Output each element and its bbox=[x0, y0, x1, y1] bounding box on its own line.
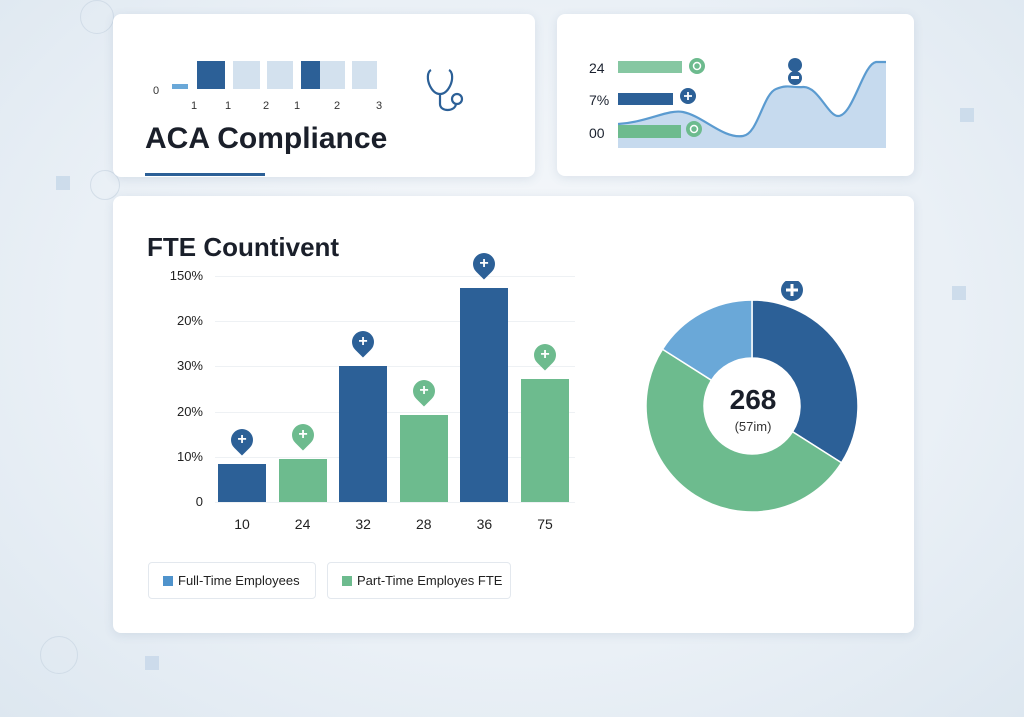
x-tick-label: 32 bbox=[355, 516, 371, 532]
legend-label: Full-Time Employees bbox=[178, 573, 300, 588]
legend-label: Part-Time Employes FTE bbox=[357, 573, 503, 588]
legend-part-time[interactable]: Part-Time Employes FTE bbox=[327, 562, 511, 599]
x-tick-label: 75 bbox=[537, 516, 553, 532]
mini-chart-x-tick: 1 bbox=[191, 100, 198, 112]
mini-bar bbox=[197, 61, 225, 89]
stethoscope-icon: + bbox=[287, 419, 319, 451]
bar-chart: 0 10% 20% 30% 20% 150% +10 +24 +32 +28 +36 +75 bbox=[113, 196, 713, 556]
gridline bbox=[215, 411, 575, 413]
area-chart bbox=[618, 58, 886, 148]
y-tick-label: 30% bbox=[176, 358, 203, 374]
gridline bbox=[215, 321, 575, 323]
y-tick-label: 20% bbox=[176, 403, 203, 419]
x-tick-label: 10 bbox=[234, 516, 250, 532]
title-underline bbox=[145, 173, 265, 176]
row-bar bbox=[618, 61, 682, 73]
mini-bar bbox=[320, 61, 345, 89]
gridline bbox=[215, 502, 575, 503]
mini-bar bbox=[233, 61, 260, 89]
row-label: 00 bbox=[589, 125, 605, 141]
row-bar bbox=[618, 125, 681, 138]
plus-shield-icon bbox=[680, 88, 696, 104]
row-bar bbox=[618, 93, 673, 105]
mini-chart-x-tick: 1 bbox=[225, 100, 232, 112]
mini-chart-y-tick: 0 bbox=[153, 85, 160, 97]
row-label: 7% bbox=[589, 92, 610, 108]
card-title: FTE Countivent bbox=[147, 232, 340, 262]
mini-chart-x-tick: 1 bbox=[294, 100, 301, 112]
stethoscope-icon bbox=[426, 69, 464, 112]
medical-plus-icon: + bbox=[347, 326, 379, 358]
mini-chart-x-tick: 3 bbox=[376, 100, 383, 112]
y-tick-label: 150% bbox=[169, 268, 203, 283]
gridline bbox=[215, 276, 575, 277]
row-label: 24 bbox=[589, 60, 605, 76]
legend-swatch bbox=[163, 575, 173, 586]
x-tick-label: 36 bbox=[476, 516, 493, 532]
caduceus-icon: + bbox=[529, 339, 561, 371]
y-tick-label: 10% bbox=[176, 448, 203, 464]
y-tick-label: 0 bbox=[195, 494, 203, 509]
gridline bbox=[215, 366, 575, 368]
mini-bar bbox=[301, 61, 320, 89]
map-pin-icon bbox=[788, 58, 803, 85]
bar[interactable] bbox=[521, 378, 569, 502]
gridline bbox=[215, 456, 575, 458]
decorative-doodle bbox=[40, 636, 78, 674]
plus-icon: + bbox=[226, 424, 258, 456]
x-tick-label: 28 bbox=[416, 516, 432, 532]
card-title: ACA Compliance bbox=[145, 122, 388, 155]
bar[interactable] bbox=[218, 464, 266, 502]
decorative-doodle bbox=[90, 170, 120, 200]
area-fill bbox=[618, 62, 886, 148]
decorative-doodle bbox=[80, 0, 114, 34]
coffee-icon bbox=[689, 58, 705, 74]
decorative-square bbox=[56, 176, 70, 190]
aca-compliance-card: 0 1 1 2 1 2 3 ACA Compliance bbox=[113, 14, 535, 177]
bar[interactable] bbox=[278, 458, 327, 502]
bar[interactable] bbox=[399, 414, 448, 502]
y-tick-label: 20% bbox=[176, 313, 203, 329]
mini-bar bbox=[172, 84, 188, 89]
bar[interactable] bbox=[339, 366, 388, 502]
stethoscope-icon: + bbox=[408, 375, 440, 407]
donut-slice-full-time[interactable] bbox=[751, 299, 859, 464]
decorative-square bbox=[952, 286, 966, 300]
trend-card: 24 7% 00 bbox=[557, 14, 914, 176]
mini-chart-x-tick: 2 bbox=[334, 100, 341, 112]
donut-subtitle: (57im) bbox=[734, 419, 772, 434]
donut-slice-other[interactable] bbox=[661, 299, 753, 382]
legend-swatch bbox=[342, 575, 352, 586]
x-tick-label: 24 bbox=[294, 516, 311, 532]
trend-line bbox=[618, 60, 886, 138]
mini-chart-x-tick: 2 bbox=[263, 100, 270, 112]
decorative-square bbox=[960, 108, 974, 122]
plus-icon bbox=[781, 281, 803, 301]
bar[interactable] bbox=[460, 288, 509, 502]
donut-chart bbox=[645, 281, 859, 513]
mini-bar bbox=[267, 61, 293, 89]
legend-full-time[interactable]: Full-Time Employees bbox=[148, 562, 316, 599]
mini-bar bbox=[352, 61, 377, 89]
donut-total: 268 bbox=[729, 384, 777, 415]
decorative-square bbox=[145, 656, 159, 670]
gear-icon bbox=[686, 121, 702, 137]
fte-card: FTE Countivent 0 10% 20% 30% 20% 150% +10 +24 +3… bbox=[113, 196, 914, 633]
donut-slice-part-time[interactable] bbox=[645, 348, 843, 513]
